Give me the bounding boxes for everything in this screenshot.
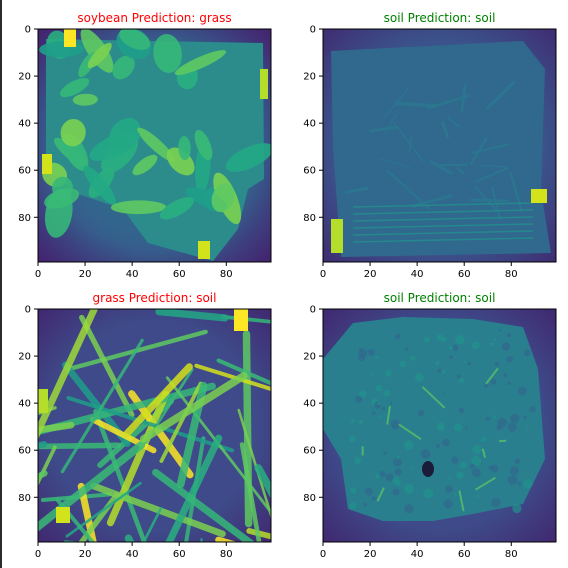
prediction-panel-1: soybean Prediction: grass 0 20 40 60 80 0 20 40 6… <box>18 11 272 280</box>
panel-title: soil Prediction: soil <box>384 291 496 305</box>
y-tick-label: 60 <box>303 166 316 177</box>
x-tick-label: 80 <box>505 269 518 280</box>
x-tick-label: 40 <box>126 269 139 280</box>
panel-title: soybean Prediction: grass <box>77 11 231 25</box>
x-tick-label: 80 <box>220 269 233 280</box>
axes-frame <box>37 28 272 263</box>
x-tick-label: 60 <box>458 269 471 280</box>
y-tick-label: 0 <box>25 305 31 316</box>
axes-frame <box>37 308 272 543</box>
y-tick-label: 0 <box>310 305 316 316</box>
y-tick-label: 20 <box>303 72 316 83</box>
x-tick-label: 20 <box>79 269 92 280</box>
y-tick-label: 0 <box>310 25 316 36</box>
panel-title: soil Prediction: soil <box>384 11 496 25</box>
y-tick-label: 80 <box>303 493 316 504</box>
x-tick-label: 20 <box>79 549 92 560</box>
heatmap-image-3 <box>38 309 271 542</box>
y-tick-label: 80 <box>18 213 31 224</box>
prediction-panel-2: soil Prediction: soil 0 20 40 60 80 0 20 40 60 80 <box>303 11 557 280</box>
prediction-panel-4: soil Prediction: soil 0 20 40 60 80 0 20 40 60 80 <box>303 291 557 560</box>
prediction-panel-3: grass Prediction: soil 0 20 40 60 80 0 20 40 60 80 <box>18 291 272 560</box>
y-tick-label: 60 <box>18 166 31 177</box>
x-tick-label: 60 <box>173 549 186 560</box>
y-tick-label: 20 <box>18 72 31 83</box>
x-tick-label: 20 <box>364 269 377 280</box>
x-tick-label: 0 <box>320 269 326 280</box>
heatmap-image-2 <box>323 29 556 262</box>
y-tick-label: 60 <box>18 446 31 457</box>
y-tick-label: 20 <box>303 352 316 363</box>
y-tick-label: 20 <box>18 352 31 363</box>
panel-title: grass Prediction: soil <box>93 291 217 305</box>
y-tick-label: 60 <box>303 446 316 457</box>
y-tick-label: 40 <box>18 399 31 410</box>
x-tick-label: 0 <box>320 549 326 560</box>
x-tick-label: 80 <box>220 549 233 560</box>
y-tick-label: 40 <box>303 399 316 410</box>
axes-frame <box>322 308 557 543</box>
y-tick-label: 40 <box>303 119 316 130</box>
notebook-cell-border <box>0 0 2 568</box>
axes-frame <box>322 28 557 263</box>
x-tick-label: 0 <box>35 549 41 560</box>
x-tick-label: 40 <box>411 269 424 280</box>
y-tick-label: 0 <box>25 25 31 36</box>
y-tick-label: 40 <box>18 119 31 130</box>
x-tick-label: 0 <box>35 269 41 280</box>
x-tick-label: 80 <box>505 549 518 560</box>
x-tick-label: 40 <box>126 549 139 560</box>
y-tick-label: 80 <box>18 493 31 504</box>
heatmap-image-4 <box>323 309 556 542</box>
x-tick-label: 60 <box>458 549 471 560</box>
y-tick-label: 80 <box>303 213 316 224</box>
x-tick-label: 20 <box>364 549 377 560</box>
x-tick-label: 40 <box>411 549 424 560</box>
heatmap-image-1 <box>38 29 271 262</box>
x-tick-label: 60 <box>173 269 186 280</box>
